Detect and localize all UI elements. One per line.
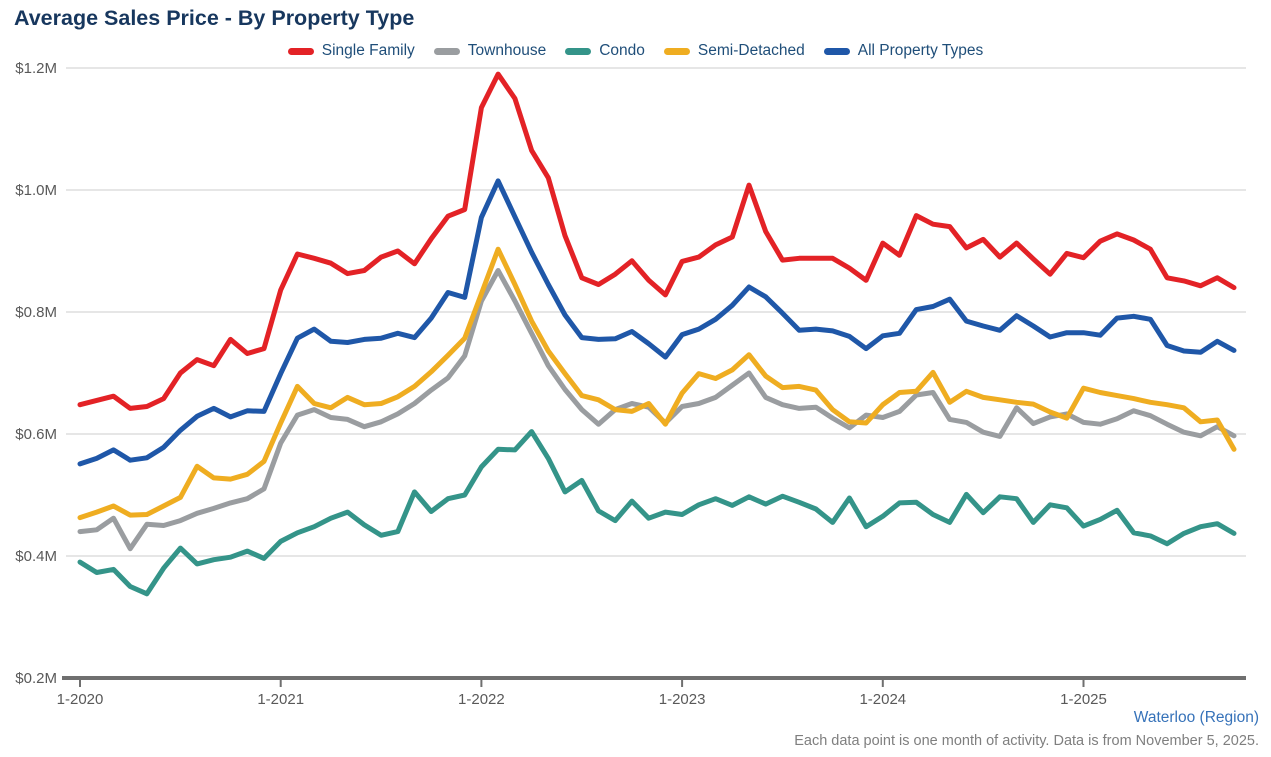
y-axis-tick-label: $0.2M xyxy=(15,670,57,687)
legend-label: Condo xyxy=(599,42,645,59)
legend-label: All Property Types xyxy=(857,42,984,59)
y-axis-tick-label: $1.2M xyxy=(15,60,57,77)
x-axis-tick-label: 1-2021 xyxy=(257,691,304,708)
series-line-semi-detached[interactable] xyxy=(77,246,1237,521)
x-axis-tick-label: 1-2020 xyxy=(57,691,104,708)
legend-swatch-condo xyxy=(565,47,592,55)
legend-item-all-property-types[interactable]: All Property Types xyxy=(823,42,984,60)
series-line-single-family[interactable] xyxy=(77,71,1237,411)
legend-label: Semi-Detached xyxy=(697,42,805,59)
chart-legend: Single Family Townhouse Condo Semi-Detached… xyxy=(0,38,1271,64)
legend-item-townhouse[interactable]: Townhouse xyxy=(433,42,547,60)
legend-item-condo[interactable]: Condo xyxy=(565,42,645,60)
y-axis-tick-label: $0.6M xyxy=(15,426,57,443)
series-line-condo[interactable] xyxy=(77,429,1237,597)
region-link[interactable]: Waterloo (Region) xyxy=(1133,709,1259,726)
x-axis-tick-label: 1-2023 xyxy=(659,691,706,708)
legend-item-single-family[interactable]: Single Family xyxy=(287,42,415,60)
y-axis-tick-label: $1.0M xyxy=(15,182,57,199)
x-axis-tick-label: 1-2025 xyxy=(1060,691,1107,708)
legend-swatch-single-family xyxy=(287,47,314,55)
legend-swatch-semi-detached xyxy=(663,47,690,55)
series-line-all-property-types[interactable] xyxy=(77,178,1237,467)
y-axis-tick-label: $0.4M xyxy=(15,548,57,565)
x-axis-tick-label: 1-2022 xyxy=(458,691,505,708)
legend-item-semi-detached[interactable]: Semi-Detached xyxy=(663,42,805,60)
legend-swatch-all-property-types xyxy=(823,47,850,55)
y-axis-tick-label: $0.8M xyxy=(15,304,57,321)
legend-label: Single Family xyxy=(321,42,415,59)
legend-swatch-townhouse xyxy=(433,47,460,55)
legend-label: Townhouse xyxy=(467,42,547,59)
x-axis-tick-label: 1-2024 xyxy=(859,691,906,708)
chart-title: Average Sales Price - By Property Type xyxy=(14,6,415,30)
data-footnote: Each data point is one month of activity… xyxy=(794,733,1259,749)
